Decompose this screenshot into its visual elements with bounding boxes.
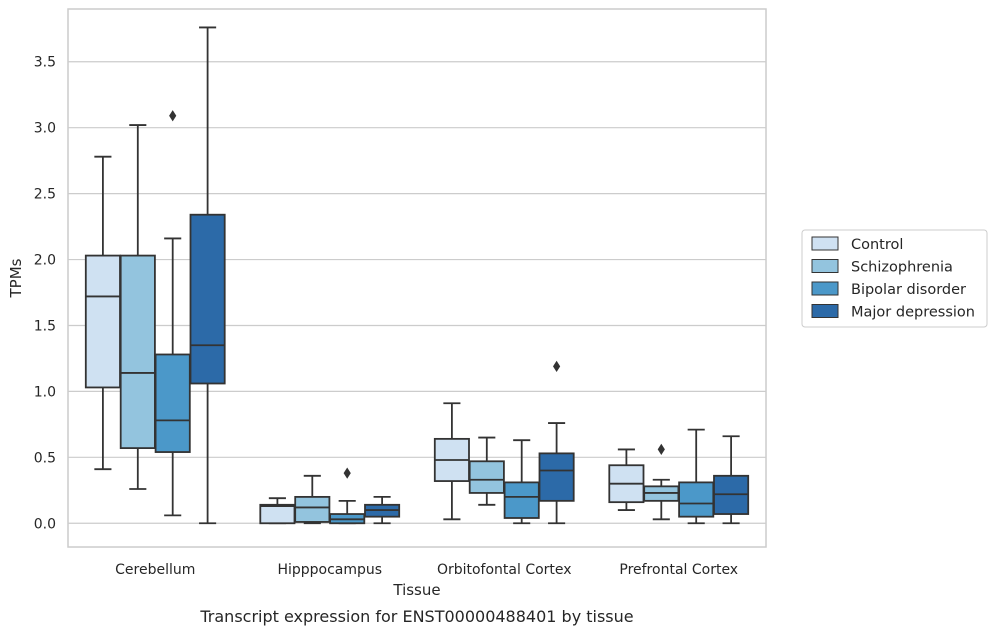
x-tick-label: Orbitofontal Cortex [437,562,572,578]
x-tick-label: Prefrontal Cortex [619,562,738,578]
outlier-point [657,443,665,456]
box [154,353,191,453]
x-tick-labels: Cerebellum Hipppocampus Orbitofontal Corte… [115,562,738,578]
y-tick-label: 1.0 [34,384,56,400]
y-tick-label: 2.0 [34,253,56,269]
plot-frame [67,8,767,548]
outlier-point [343,467,351,479]
legend-label: Major depression [851,305,975,321]
box [294,495,331,523]
legend-swatch [811,304,839,318]
box [119,254,156,450]
y-tick-label: 2.5 [34,187,56,203]
chart-caption: Transcript expression for ENST0000048840… [199,607,633,626]
box [503,481,540,519]
outlier-point [553,360,561,372]
y-tick-label: 0.0 [34,516,56,532]
legend-label: Bipolar disorder [851,282,966,298]
box [538,452,575,502]
y-axis-title: TPMs [7,258,25,298]
box [259,503,296,525]
box [84,254,121,389]
box [468,460,505,494]
x-axis-title: Tissue [392,581,440,599]
legend-label: Schizophrenia [851,260,953,276]
legend-swatch [811,281,839,296]
legend-frame [801,229,988,328]
outlier-point [169,110,177,122]
x-tick-label: Hipppocampus [277,562,382,578]
y-tick-label: 1.5 [34,318,56,334]
box [189,213,226,385]
y-tick-label: 3.0 [34,121,56,137]
legend: Control Schizophrenia Bipolar disorder Majo… [801,229,988,328]
legend-label: Control [851,237,903,253]
x-tick-label: Cerebellum [115,562,195,578]
y-tick-label: 0.5 [34,450,56,466]
y-tick-labels: 0.0 0.5 1.0 1.5 2.0 2.5 3.0 3.5 [34,55,56,533]
y-tick-label: 3.5 [34,55,56,71]
box [678,481,715,518]
legend-swatch [811,236,839,251]
legend-swatch [811,259,839,273]
box-series [84,26,750,525]
